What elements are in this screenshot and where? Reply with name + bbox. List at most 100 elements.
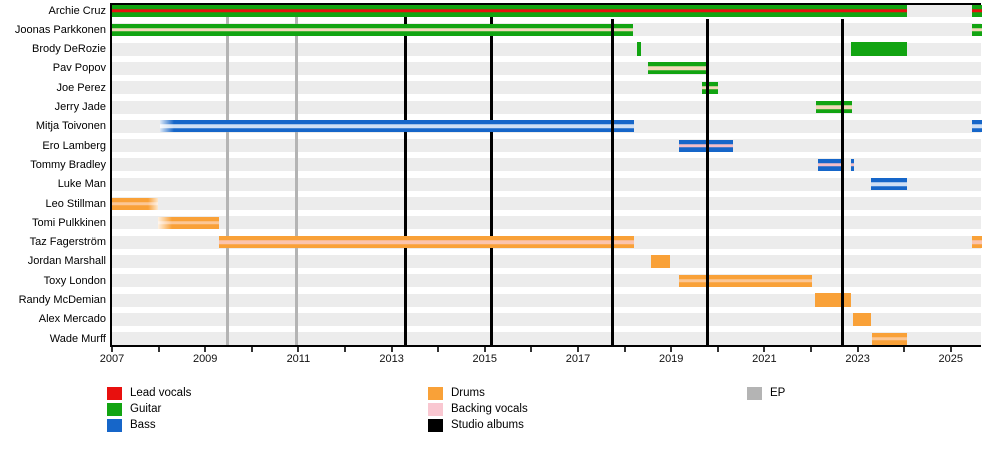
bar-center-stripe	[870, 182, 907, 186]
row-band	[112, 254, 981, 268]
row-band	[112, 216, 981, 230]
member-label: Joonas Parkkonen	[14, 23, 106, 36]
row-band	[112, 332, 981, 346]
member-label: Pav Popov	[52, 62, 106, 75]
legend-swatch-lead-vocals	[107, 387, 122, 400]
bar-center-stripe	[112, 28, 633, 32]
axis-tick	[250, 347, 253, 352]
member-label: Jerry Jade	[54, 101, 106, 113]
bar-center-stripe	[972, 8, 982, 13]
member-bar	[650, 254, 671, 269]
member-bar	[160, 120, 635, 133]
ep-line	[226, 16, 230, 345]
axis-year-label: 2019	[658, 353, 684, 365]
member-label: Randy McDemian	[18, 294, 106, 306]
legend-label: Lead vocals	[130, 387, 192, 399]
row-band	[112, 81, 981, 95]
member-bar	[815, 101, 853, 113]
row-band	[112, 293, 981, 307]
member-bar	[850, 158, 854, 171]
ep-line	[295, 16, 299, 345]
bar-center-stripe	[850, 163, 854, 167]
legend-swatch-drums	[428, 387, 443, 400]
member-bar	[850, 42, 907, 56]
studio-album-line	[841, 19, 845, 345]
timeline-plot-area	[110, 3, 982, 346]
axis-tick	[297, 347, 300, 352]
legend-label: Bass	[130, 419, 156, 431]
axis-tick	[577, 347, 579, 352]
row-band	[112, 312, 981, 326]
bar-center-stripe	[972, 124, 982, 129]
axis-tick	[530, 347, 533, 352]
member-bar	[972, 236, 982, 249]
axis-year-label: 2009	[192, 353, 218, 365]
row-band	[112, 42, 981, 56]
legend-swatch-ep	[747, 387, 762, 400]
member-label: Tommy Bradley	[30, 158, 106, 171]
member-label: Toxy London	[43, 274, 106, 287]
member-bar	[972, 120, 982, 133]
member-bar	[972, 4, 982, 17]
axis-year-label: 2023	[845, 353, 870, 365]
member-label: Taz Fagerström	[29, 236, 106, 249]
member-bar	[853, 312, 871, 327]
bar-center-stripe	[702, 85, 719, 90]
member-label: Joe Perez	[56, 81, 106, 94]
row-band	[112, 139, 981, 153]
member-label: Alex Mercado	[38, 313, 106, 326]
member-bar	[817, 158, 843, 171]
member-label: Ero Lamberg	[42, 139, 106, 152]
legend-swatch-backing-vocals	[428, 403, 443, 416]
bar-fade-left	[157, 216, 172, 229]
member-label: Mitja Toivonen	[35, 120, 106, 133]
bar-fade-right	[147, 197, 158, 210]
row-band	[112, 100, 981, 114]
member-bar	[112, 197, 158, 210]
plot-border-top	[110, 3, 981, 5]
member-bar	[678, 274, 813, 287]
axis-tick	[111, 347, 113, 352]
axis-year-label: 2013	[379, 353, 404, 365]
axis-tick	[437, 347, 440, 352]
axis-year-label: 2021	[752, 353, 777, 365]
bar-center-stripe	[112, 201, 158, 206]
member-label: Jordan Marshall	[27, 255, 106, 268]
bar-center-stripe	[871, 336, 907, 341]
bar-center-stripe	[112, 8, 907, 13]
axis-tick	[390, 347, 393, 352]
studio-album-line	[404, 16, 408, 345]
axis-year-label: 2011	[286, 353, 311, 365]
row-band	[112, 158, 981, 172]
member-bar	[112, 23, 633, 36]
member-bar	[870, 178, 907, 191]
axis-tick	[856, 347, 859, 352]
member-bar	[814, 293, 851, 307]
member-bar	[702, 81, 719, 94]
member-bar	[678, 139, 733, 152]
legend-label: EP	[770, 387, 786, 399]
member-label: Brody DeRozie	[32, 43, 106, 56]
member-label: Tomi Pulkkinen	[32, 216, 106, 229]
studio-album-line	[706, 19, 710, 345]
bar-center-stripe	[972, 240, 982, 244]
legend-label: Drums	[451, 387, 485, 399]
legend-label: Guitar	[130, 403, 162, 415]
member-label: Luke Man	[57, 178, 106, 191]
studio-album-line	[489, 16, 493, 345]
bar-center-stripe	[815, 105, 853, 109]
bar-center-stripe	[648, 66, 706, 71]
member-bar	[112, 4, 907, 17]
axis-tick	[670, 347, 673, 352]
axis-tick	[903, 347, 906, 352]
axis-year-label: 2015	[472, 353, 498, 365]
row-band	[112, 177, 981, 191]
member-bar	[648, 62, 706, 75]
member-label: Archie Cruz	[48, 4, 106, 17]
axis-tick	[157, 347, 160, 352]
axis-year-label: 2025	[938, 353, 964, 365]
row-band	[112, 197, 981, 210]
bar-center-stripe	[157, 221, 219, 225]
legend-swatch-guitar	[107, 403, 122, 416]
